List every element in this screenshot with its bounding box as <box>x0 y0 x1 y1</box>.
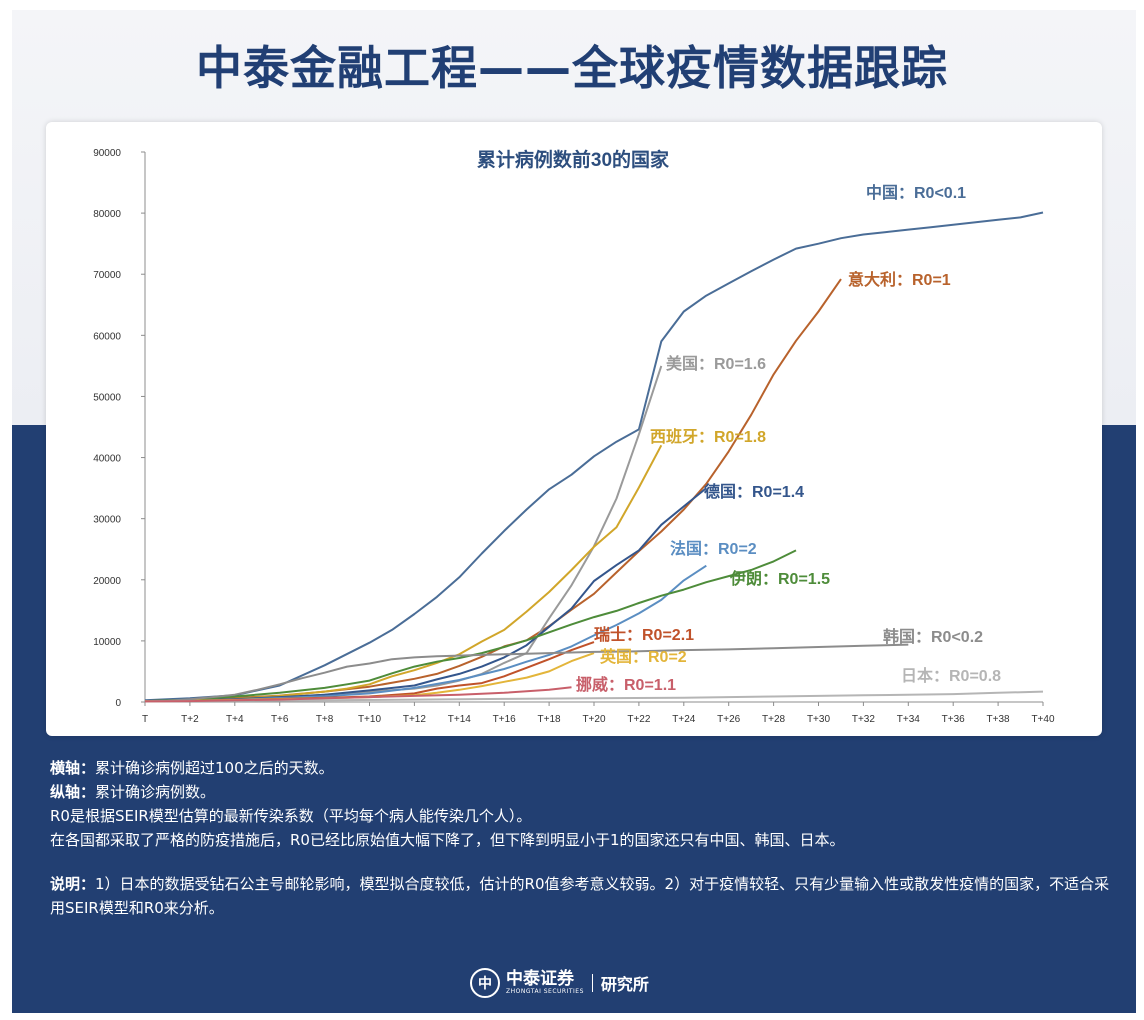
x-axis-note-text: 累计确诊病例超过100之后的天数。 <box>95 759 334 777</box>
series-label-9: 韩国：R0<0.2 <box>883 627 983 646</box>
x-tick-label: T+4 <box>226 714 244 725</box>
x-axis-note: 横轴：累计确诊病例超过100之后的天数。 <box>50 756 1110 780</box>
series-line-11 <box>144 686 572 703</box>
x-tick-label: T+40 <box>1031 714 1055 725</box>
x-tick-label: T+10 <box>358 714 382 725</box>
y-tick-label: 90000 <box>93 148 121 159</box>
x-axis-note-label: 横轴： <box>50 759 96 777</box>
page-title: 中泰金融工程——全球疫情数据跟踪 <box>196 41 948 95</box>
summary-note: 在各国都采取了严格的防疫措施后，R0已经比原始值大幅下降了，但下降到明显小于1的… <box>50 831 845 849</box>
brand-logo-icon: 中 <box>470 968 500 998</box>
series-line-4 <box>144 487 707 703</box>
y-tick-label: 20000 <box>93 576 121 587</box>
series-label-7: 瑞士：R0=2.1 <box>594 625 694 644</box>
explain-note: 说明：1）日本的数据受钻石公主号邮轮影响，模型拟合度较低，估计的R0值参考意义较… <box>50 872 1110 920</box>
x-tick-label: T+18 <box>538 714 562 725</box>
explain-note-text: 1）日本的数据受钻石公主号邮轮影响，模型拟合度较低，估计的R0值参考意义较弱。2… <box>50 875 1110 917</box>
y-axis-note-label: 纵轴： <box>50 783 96 801</box>
line-chart: 累计病例数前30的国家 0 10000 20000 30000 40000 50000 60… <box>93 148 1055 725</box>
y-tick-label: 10000 <box>93 637 121 648</box>
x-tick-label: T+6 <box>271 714 289 725</box>
series-labels: 中国：R0<0.1 意大利：R0=1 美国：R0=1.6 西班牙：R0=1.8 德国：R… <box>576 183 1001 694</box>
department-name: 研究所 <box>600 975 649 994</box>
x-tick-label: T+32 <box>852 714 876 725</box>
series-label-4: 德国：R0=1.4 <box>704 482 804 501</box>
series-line-2 <box>144 365 663 703</box>
series-label-11: 挪威：R0=1.1 <box>576 675 676 694</box>
x-tick-label: T+26 <box>717 714 741 725</box>
series-label-5: 法国：R0=2 <box>670 539 757 558</box>
series-label-10: 日本：R0=0.8 <box>901 666 1001 685</box>
x-tick-label: T+38 <box>987 714 1011 725</box>
x-tick-label: T+34 <box>897 714 921 725</box>
y-axis: 0 10000 20000 30000 40000 50000 60000 70000 8000… <box>93 148 146 709</box>
x-tick-label: T+22 <box>627 714 651 725</box>
notes-section: 横轴：累计确诊病例超过100之后的天数。 纵轴：累计确诊病例数。 R0是根据SE… <box>50 756 1110 920</box>
r0-note: R0是根据SEIR模型估算的最新传染系数（平均每个病人能传染几个人）。 <box>50 807 532 825</box>
series-label-1: 意大利：R0=1 <box>848 270 951 289</box>
brand-subtitle: ZHONGTAI SECURITIES <box>506 988 584 995</box>
y-tick-label: 70000 <box>93 270 121 281</box>
x-tick-label: T+24 <box>672 714 696 725</box>
y-tick-label: 50000 <box>93 392 121 403</box>
x-tick-label: T+8 <box>316 714 334 725</box>
series-label-2: 美国：R0=1.6 <box>666 354 766 373</box>
y-tick-label: 60000 <box>93 331 121 342</box>
series-line-10 <box>144 690 1044 703</box>
y-axis-note-text: 累计确诊病例数。 <box>95 783 216 801</box>
x-tick-label: T+36 <box>942 714 966 725</box>
series-lines <box>144 211 1044 703</box>
x-tick-label: T+28 <box>762 714 786 725</box>
brand-name: 中泰证券 <box>506 969 574 989</box>
series-label-8: 英国：R0=2 <box>599 647 687 666</box>
x-tick-label: T+14 <box>448 714 472 725</box>
x-tick-label: T+16 <box>493 714 517 725</box>
series-line-6 <box>144 549 797 703</box>
footer-logo: 中 中泰证券 ZHONGTAI SECURITIES 研究所 <box>470 966 690 1000</box>
series-line-3 <box>144 444 663 703</box>
y-tick-label: 0 <box>115 698 121 709</box>
x-axis: T T+2 T+4 T+6 T+8 T+10 T+12 T+14 T+16 T+18 T+20 T+2… <box>142 701 1055 725</box>
y-tick-label: 30000 <box>93 515 121 526</box>
y-tick-label: 40000 <box>93 454 121 465</box>
explain-note-label: 说明： <box>50 875 96 893</box>
series-label-3: 西班牙：R0=1.8 <box>650 427 766 446</box>
x-tick-label: T+30 <box>807 714 831 725</box>
y-tick-label: 80000 <box>93 209 121 220</box>
y-axis-note: 纵轴：累计确诊病例数。 <box>50 780 1110 804</box>
logo-divider <box>591 974 593 992</box>
x-tick-label: T <box>142 714 148 725</box>
brand-text: 中泰证券 ZHONGTAI SECURITIES <box>506 970 584 996</box>
x-tick-label: T+20 <box>582 714 606 725</box>
chart-card: 累计病例数前30的国家 0 10000 20000 30000 40000 50000 60… <box>46 122 1102 736</box>
chart-title: 累计病例数前30的国家 <box>477 148 670 171</box>
series-label-0: 中国：R0<0.1 <box>866 183 966 202</box>
x-tick-label: T+12 <box>403 714 427 725</box>
series-label-6: 伊朗：R0=1.5 <box>729 569 830 588</box>
series-line-0 <box>144 211 1044 702</box>
series-line-9 <box>144 643 909 703</box>
x-tick-label: T+2 <box>181 714 199 725</box>
